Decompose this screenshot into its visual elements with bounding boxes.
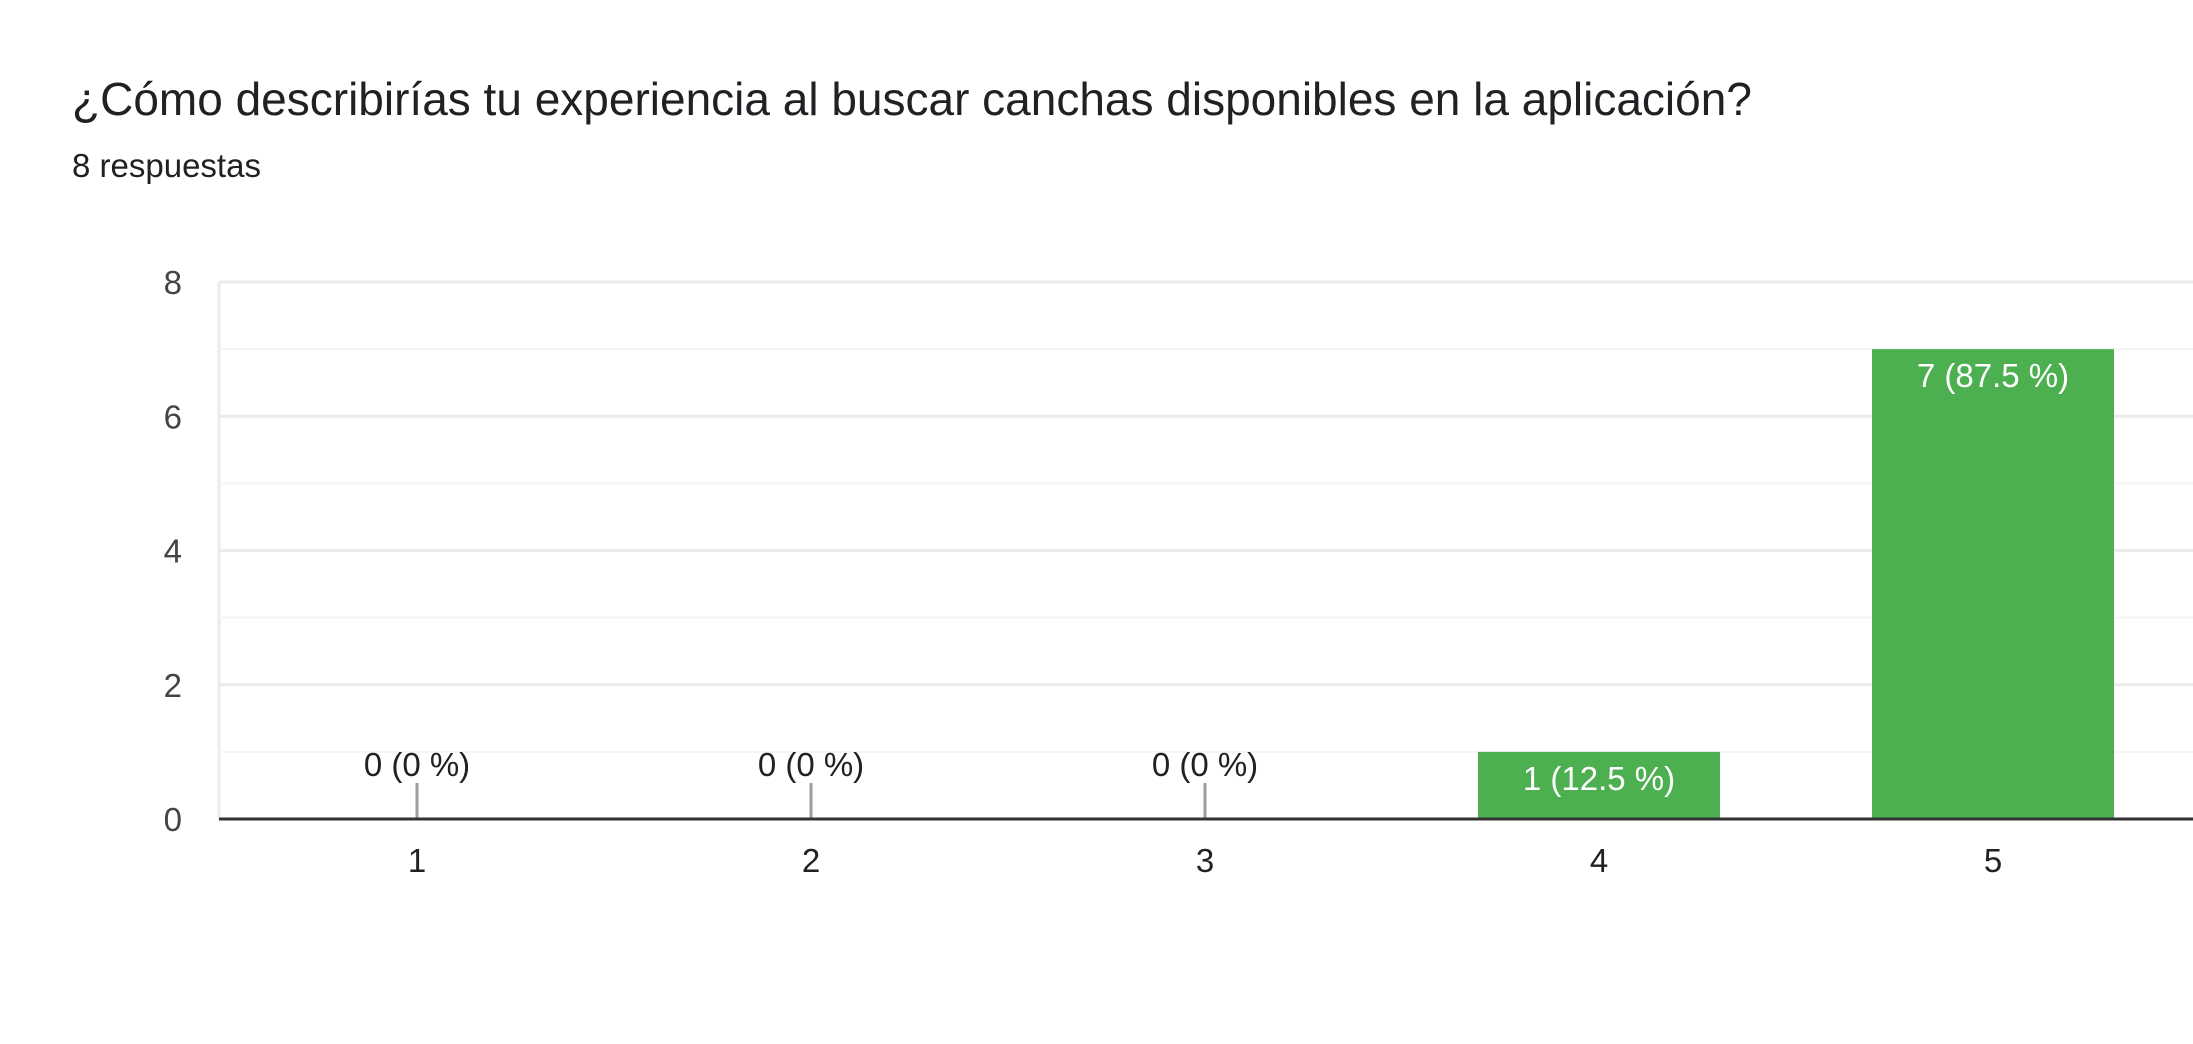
chart-title: ¿Cómo describirías tu experiencia al bus…: [72, 73, 1752, 125]
data-label: 0 (0 %): [758, 746, 864, 783]
x-tick-label: 4: [1590, 842, 1608, 879]
bar: [1872, 349, 2114, 819]
x-tick-label: 5: [1984, 842, 2002, 879]
data-label: 1 (12.5 %): [1523, 760, 1675, 797]
x-tick-label: 2: [802, 842, 820, 879]
data-label: 0 (0 %): [1152, 746, 1258, 783]
y-tick-label: 2: [164, 667, 182, 704]
response-count: 8 respuestas: [72, 147, 261, 184]
y-tick-label: 8: [164, 264, 182, 301]
x-tick-label: 3: [1196, 842, 1214, 879]
y-tick-label: 6: [164, 398, 182, 435]
bar: [1478, 751, 1720, 819]
data-label: 7 (87.5 %): [1917, 357, 2069, 394]
y-tick-label: 0: [164, 801, 182, 838]
x-tick-label: 1: [408, 842, 426, 879]
y-tick-label: 4: [164, 533, 182, 570]
data-label: 0 (0 %): [364, 746, 470, 783]
